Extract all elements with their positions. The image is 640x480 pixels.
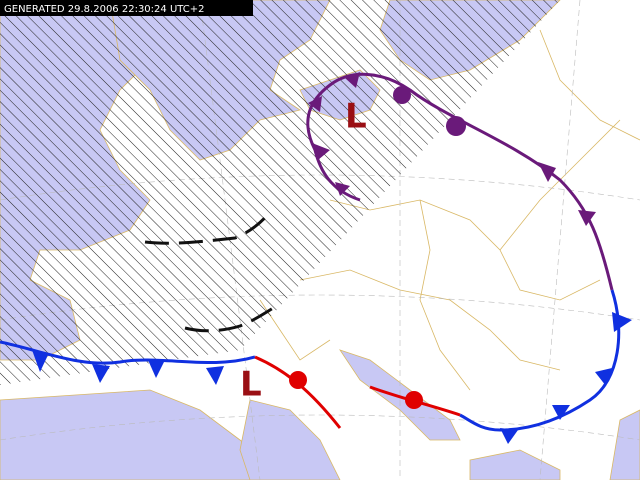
low-pressure-label: L	[345, 97, 367, 137]
trough	[144, 211, 272, 245]
cold-front	[0, 340, 256, 365]
low-pressure-label: L	[240, 365, 262, 405]
header-background	[0, 0, 253, 16]
trough	[184, 303, 279, 333]
front-symbols	[289, 371, 423, 409]
front-symbols	[308, 72, 596, 226]
generated-timestamp: GENERATED 29.8.2006 22:30:24 UTC+2	[4, 4, 205, 15]
front-symbols	[32, 312, 632, 444]
borders	[259, 29, 640, 391]
